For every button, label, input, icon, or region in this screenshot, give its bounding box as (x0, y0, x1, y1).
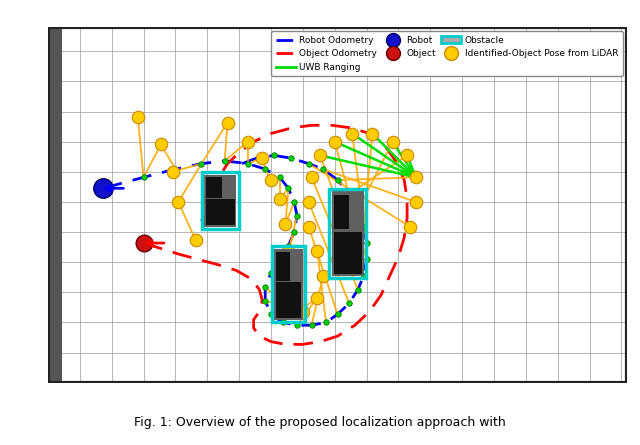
Bar (271, 247, 305, 322)
Bar (206, 199, 234, 225)
Bar (333, 232, 362, 274)
Legend: Robot Odometry, Object Odometry, UWB Ranging, Robot, Object, Obstacle, Identifie: Robot Odometry, Object Odometry, UWB Ran… (271, 31, 623, 76)
Bar (332, 191, 364, 276)
Bar (330, 189, 366, 278)
Text: Fig. 1: Overview of the proposed localization approach with: Fig. 1: Overview of the proposed localiz… (134, 416, 506, 429)
Bar (276, 252, 290, 280)
Bar (48, 27, 63, 383)
Bar (204, 174, 236, 227)
Bar (206, 177, 222, 198)
Bar (274, 248, 303, 320)
Bar (276, 283, 301, 318)
Bar (333, 195, 349, 229)
Bar (202, 172, 239, 229)
